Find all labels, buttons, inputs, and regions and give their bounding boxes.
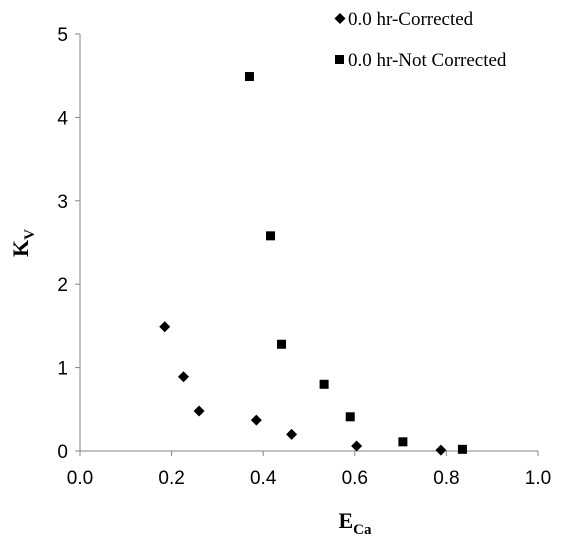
x-tick-label: 0.2 xyxy=(158,468,184,489)
data-point-square xyxy=(266,231,276,241)
data-point-square xyxy=(277,339,287,349)
y-tick-label: 5 xyxy=(57,25,68,46)
data-point-diamond xyxy=(159,321,171,333)
x-axis-title-main: E xyxy=(338,508,353,533)
legend-diamond-icon xyxy=(334,13,346,24)
plot-area xyxy=(159,72,467,456)
legend-label-series-1: 0.0 hr-Corrected xyxy=(348,9,474,30)
data-point-square xyxy=(398,437,408,447)
data-point-diamond xyxy=(178,371,190,383)
data-point-diamond xyxy=(286,428,298,440)
x-axis-title: ECa xyxy=(338,508,372,538)
x-tick-label: 0.4 xyxy=(250,468,277,489)
x-tick-label: 0.8 xyxy=(433,468,459,489)
x-tick-label: 0.0 xyxy=(67,468,93,489)
series-2 xyxy=(244,72,467,454)
data-point-diamond xyxy=(351,440,363,452)
y-tick-label: 2 xyxy=(57,275,68,296)
data-point-square xyxy=(319,379,329,389)
data-point-diamond xyxy=(435,444,447,456)
legend: 0.0 hr-Corrected 0.0 hr-Not Corrected xyxy=(334,9,507,71)
y-axis-title-main: K xyxy=(8,240,33,257)
y-tick-label: 4 xyxy=(57,108,68,129)
y-tick-label: 3 xyxy=(57,192,68,213)
data-point-diamond xyxy=(193,405,205,417)
x-tick-label: 1.0 xyxy=(525,468,551,489)
data-point-square xyxy=(457,444,467,454)
data-point-square xyxy=(345,412,355,422)
y-axis-title: KV xyxy=(8,229,38,257)
data-point-diamond xyxy=(250,414,262,426)
legend-square-icon xyxy=(335,55,344,64)
x-tick-label: 0.6 xyxy=(342,468,368,489)
series-1 xyxy=(159,321,447,456)
x-axis-title-sub: Ca xyxy=(353,522,372,538)
y-axis-title-sub: V xyxy=(22,229,38,240)
y-tick-label: 1 xyxy=(57,359,68,380)
legend-label-series-2: 0.0 hr-Not Corrected xyxy=(348,50,507,71)
axes: 0 1 2 3 4 5 0.0 0.2 0.4 0.6 0.8 1.0 xyxy=(57,25,551,489)
y-tick-label: 0 xyxy=(57,442,68,463)
data-point-square xyxy=(244,72,254,82)
